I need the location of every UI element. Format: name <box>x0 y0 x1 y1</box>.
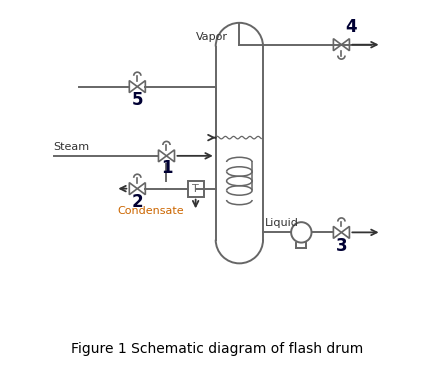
Text: Condensate: Condensate <box>117 206 184 216</box>
Text: T: T <box>192 184 198 194</box>
Text: Liquid: Liquid <box>264 218 298 228</box>
Text: 5: 5 <box>132 91 143 109</box>
Text: Vapor: Vapor <box>195 32 227 42</box>
Text: 2: 2 <box>132 193 143 211</box>
Text: 4: 4 <box>344 18 356 36</box>
Text: 1: 1 <box>161 159 172 177</box>
Text: Figure 1 Schematic diagram of flash drum: Figure 1 Schematic diagram of flash drum <box>71 342 363 356</box>
Text: 3: 3 <box>335 236 347 255</box>
Text: Steam: Steam <box>53 142 89 152</box>
